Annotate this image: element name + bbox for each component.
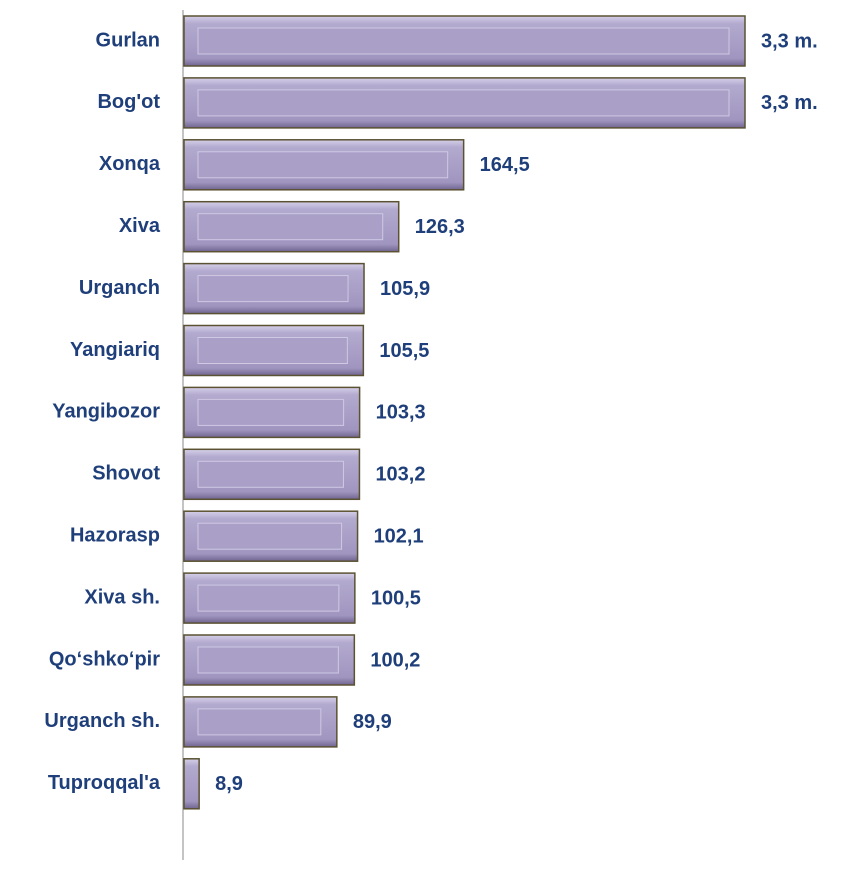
y-tick-label: Yangiariq: [70, 339, 160, 361]
value-label: 100,5: [371, 587, 421, 609]
y-tick-label: Yangibozor: [52, 401, 160, 423]
bar-bevel: [197, 584, 340, 612]
bar-bevel: [197, 708, 322, 736]
y-tick-label: Shovot: [92, 463, 160, 485]
bar: [183, 758, 200, 810]
bar-bevel: [197, 522, 343, 550]
value-label: 103,3: [376, 402, 426, 424]
bar-bevel: [197, 151, 449, 179]
y-tick-label: Xiva sh.: [84, 586, 160, 608]
value-label: 103,2: [375, 464, 425, 486]
bar-bevel: [197, 460, 344, 488]
value-label: 102,1: [374, 525, 424, 547]
value-label: 89,9: [353, 711, 392, 733]
value-label: 100,2: [370, 649, 420, 671]
value-label: 3,3 m.: [761, 92, 818, 114]
value-label: 8,9: [215, 773, 243, 795]
value-label: 3,3 m.: [761, 30, 818, 52]
y-tick-label: Tuproqqal'a: [48, 772, 161, 794]
y-tick-label: Xonqa: [99, 153, 161, 175]
y-tick-label: Qo‘shko‘pir: [49, 648, 160, 670]
bar-bevel: [197, 398, 345, 426]
bar-bevel: [197, 337, 348, 364]
bar-bevel: [197, 646, 339, 674]
bar-bevel: [197, 89, 730, 117]
y-tick-label: Gurlan: [96, 29, 160, 51]
y-tick-label: Urganch sh.: [44, 710, 160, 732]
bar-bevel: [197, 27, 730, 55]
y-tick-label: Urganch: [79, 277, 160, 299]
y-tick-label: Bog'ot: [97, 91, 160, 113]
y-tick-label: Xiva: [119, 215, 161, 237]
value-label: 126,3: [415, 216, 465, 238]
y-tick-label: Hazorasp: [70, 524, 160, 546]
bar-bevel: [197, 213, 384, 241]
value-label: 164,5: [480, 154, 530, 176]
bar-bevel: [197, 275, 349, 303]
value-label: 105,9: [380, 278, 430, 300]
value-label: 105,5: [379, 340, 429, 362]
